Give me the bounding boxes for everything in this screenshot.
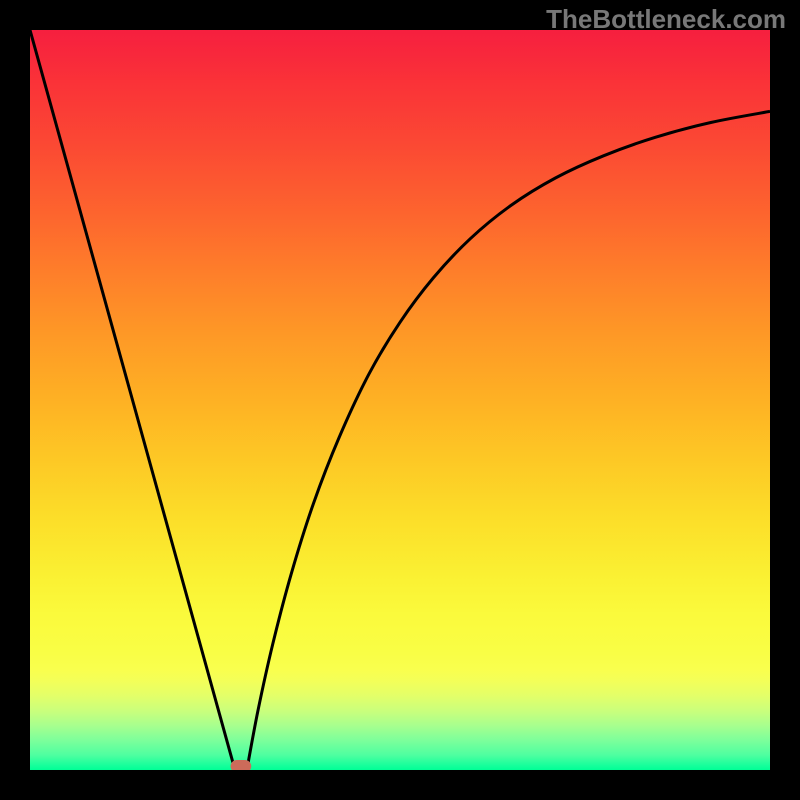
bottleneck-chart — [0, 0, 800, 800]
chart-root: TheBottleneck.com — [0, 0, 800, 800]
plot-background — [30, 30, 770, 770]
watermark-text: TheBottleneck.com — [546, 4, 786, 35]
